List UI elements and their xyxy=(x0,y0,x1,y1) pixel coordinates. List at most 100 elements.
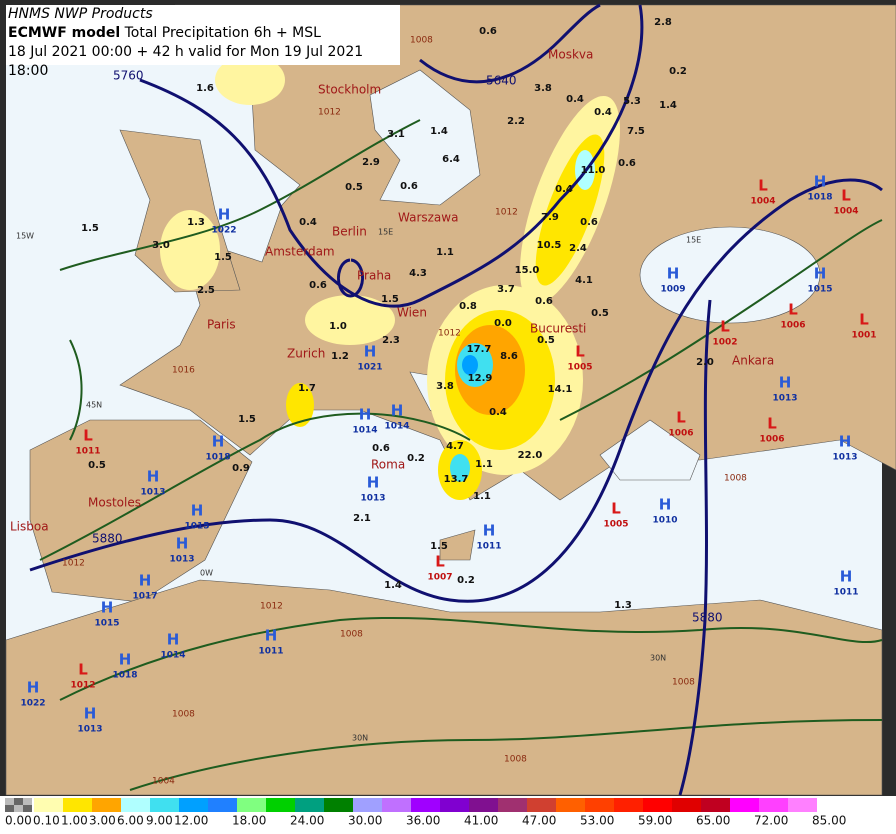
precip-value: 1.5 xyxy=(238,414,256,425)
isobar-label: 1008 xyxy=(504,755,527,765)
city-label: Ankara xyxy=(732,354,774,368)
grid-label: 45N xyxy=(86,401,102,410)
center-pressure: 1018 xyxy=(205,453,230,463)
precip-value: 0.6 xyxy=(618,158,636,169)
precip-value: 3.0 xyxy=(152,240,170,251)
precip-value: 3.8 xyxy=(436,381,454,392)
colorbar-swatch xyxy=(440,798,469,812)
colorbar-swatch xyxy=(179,798,208,812)
center-pressure: 1013 xyxy=(140,488,165,498)
colorbar-swatch xyxy=(34,798,63,812)
center-kind: H xyxy=(814,265,827,283)
checker xyxy=(5,798,14,805)
center-kind: H xyxy=(840,568,853,586)
precip-value: 0.5 xyxy=(591,308,609,319)
colorbar-label: 0.10 xyxy=(33,814,60,828)
colorbar-swatch xyxy=(730,798,759,812)
header: HNMS NWP Products ECMWF model Total Prec… xyxy=(6,5,400,79)
colorbar-label: 85.00 xyxy=(812,814,846,828)
center-pressure: 1004 xyxy=(833,207,858,217)
center-kind: H xyxy=(779,374,792,392)
center-pressure: 1022 xyxy=(211,226,236,236)
city-label: Bucuresti xyxy=(530,322,586,336)
precip-value: 0.4 xyxy=(566,94,584,105)
center-kind: L xyxy=(78,661,88,679)
city-label: Paris xyxy=(207,318,236,332)
colorbar-label: 24.00 xyxy=(290,814,324,828)
city-label: Moskva xyxy=(548,48,593,62)
precip-value: 1.2 xyxy=(331,351,349,362)
center-pressure: 1005 xyxy=(603,520,628,530)
center-pressure: 1014 xyxy=(384,422,409,432)
colorbar-swatch xyxy=(498,798,527,812)
grid-label: 15E xyxy=(378,228,393,237)
city-label: Wien xyxy=(397,306,427,320)
center-pressure: 1011 xyxy=(258,647,283,657)
colorbar-swatch xyxy=(208,798,237,812)
isobar-label: 1008 xyxy=(672,678,695,688)
isobars xyxy=(39,119,883,791)
precip-value: 2.8 xyxy=(654,17,672,28)
isobar-label: 1008 xyxy=(724,474,747,484)
colorbar-swatch xyxy=(92,798,121,812)
precip-value: 0.2 xyxy=(457,575,475,586)
center-pressure: 1001 xyxy=(851,331,876,341)
colorbar-swatch xyxy=(411,798,440,812)
city-label: Warszawa xyxy=(398,211,458,225)
height-label: 5880 xyxy=(92,532,123,546)
center-kind: L xyxy=(720,318,730,336)
center-kind: H xyxy=(101,599,114,617)
precip-value: 0.5 xyxy=(88,460,106,471)
center-pressure: 1006 xyxy=(780,321,805,331)
center-kind: H xyxy=(218,206,231,224)
precip-value: 0.4 xyxy=(489,407,507,418)
center-pressure: 1013 xyxy=(169,555,194,565)
precip-value: 1.0 xyxy=(329,321,347,332)
colorbar-swatch xyxy=(63,798,92,812)
center-pressure: 1009 xyxy=(660,285,685,295)
colorbar-label: 1.00 xyxy=(61,814,88,828)
center-kind: L xyxy=(575,343,585,361)
center-pressure: 1018 xyxy=(807,193,832,203)
product-name: Total Precipitation 6h + MSL xyxy=(124,25,321,41)
isobar-label: 1012 xyxy=(62,559,85,569)
isobar-label: 1012 xyxy=(438,329,461,339)
height-label: 5760 xyxy=(113,69,144,83)
grid-label: 30N xyxy=(650,654,666,663)
precip-value: 1.5 xyxy=(81,223,99,234)
center-kind: H xyxy=(167,631,180,649)
center-kind: H xyxy=(139,572,152,590)
center-pressure: 1006 xyxy=(668,429,693,439)
colorbar-swatch xyxy=(353,798,382,812)
precip-value: 12.9 xyxy=(468,373,493,384)
center-kind: H xyxy=(483,522,496,540)
height-contours xyxy=(29,3,883,796)
precip-value: 10.5 xyxy=(537,240,562,251)
colorbar-swatch xyxy=(556,798,585,812)
colorbar-swatch xyxy=(324,798,353,812)
precip-value: 1.7 xyxy=(298,383,316,394)
center-kind: H xyxy=(659,496,672,514)
precip-value: 0.6 xyxy=(580,217,598,228)
colorbar-label: 0.00 xyxy=(5,814,32,828)
city-label: Lisboa xyxy=(10,520,49,534)
center-kind: H xyxy=(839,433,852,451)
center-pressure: 1013 xyxy=(77,725,102,735)
colorbar-label: 72.00 xyxy=(754,814,788,828)
precip-value: 0.8 xyxy=(459,301,477,312)
colorbar-label: 53.00 xyxy=(580,814,614,828)
precip-value: 8.6 xyxy=(500,351,518,362)
center-kind: L xyxy=(83,427,93,445)
center-pressure: 1012 xyxy=(70,681,95,691)
precip-value: 1.6 xyxy=(196,83,214,94)
precip-value: 0.2 xyxy=(669,66,687,77)
precip-value: 3.1 xyxy=(387,129,405,140)
isobar-label: 1012 xyxy=(260,602,283,612)
colorbar-swatch xyxy=(759,798,788,812)
center-kind: H xyxy=(119,651,132,669)
colorbar-label: 36.00 xyxy=(406,814,440,828)
colorbar-swatch xyxy=(150,798,179,812)
precip-value: 0.9 xyxy=(232,463,250,474)
precip-value: 15.0 xyxy=(515,265,540,276)
